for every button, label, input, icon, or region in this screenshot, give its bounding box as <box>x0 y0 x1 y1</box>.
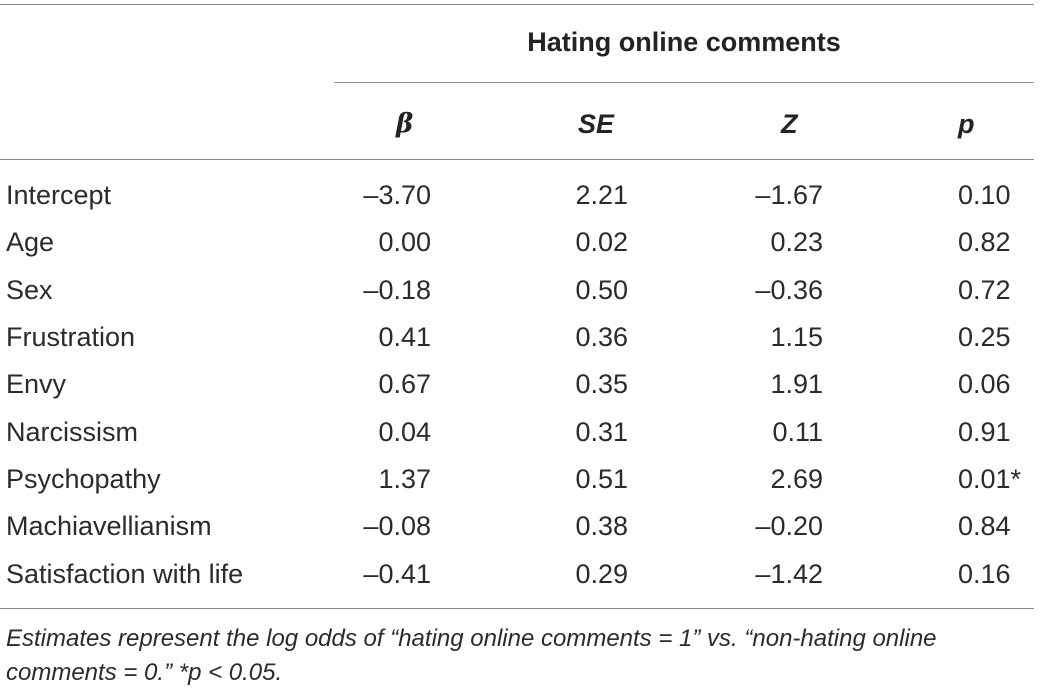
cell-p: 0.01* <box>958 464 1022 494</box>
cell-beta: 0.67 <box>378 369 431 399</box>
column-header-p: p <box>958 109 975 139</box>
row-label: Satisfaction with life <box>6 559 244 589</box>
cell-z: –0.36 <box>755 275 823 305</box>
table-row: Satisfaction with life –0.41 0.29 –1.42 … <box>0 559 1034 606</box>
table-row: Age 0.00 0.02 0.23 0.82 <box>0 227 1034 274</box>
row-label: Frustration <box>6 322 136 352</box>
table-row: Psychopathy 1.37 0.51 2.69 0.01* <box>0 464 1034 511</box>
table-footnote: Estimates represent the log odds of “hat… <box>6 625 937 686</box>
group-header: Hating online comments <box>527 27 841 57</box>
column-header-se: SE <box>578 109 615 139</box>
table-row: Intercept –3.70 2.21 –1.67 0.10 <box>0 180 1034 227</box>
table-row: Sex –0.18 0.50 –0.36 0.72 <box>0 275 1034 322</box>
row-label: Narcissism <box>6 417 138 447</box>
table-row: Narcissism 0.04 0.31 0.11 0.91 <box>0 417 1034 464</box>
row-label: Intercept <box>6 180 112 210</box>
column-header-beta: β <box>396 109 414 139</box>
cell-beta: –0.08 <box>363 511 431 541</box>
cell-se: 0.51 <box>575 464 628 494</box>
cell-se: 0.38 <box>575 511 628 541</box>
cell-p: 0.82 <box>958 227 1011 257</box>
cell-p: 0.91 <box>958 417 1011 447</box>
cell-se: 0.31 <box>575 417 628 447</box>
table-bottom-rule <box>0 608 1034 609</box>
header-rule <box>0 159 1034 160</box>
cell-beta: –0.41 <box>363 559 431 589</box>
cell-p: 0.06 <box>958 369 1011 399</box>
cell-z: 0.11 <box>772 417 823 447</box>
cell-z: 2.69 <box>770 464 823 494</box>
cell-beta: –3.70 <box>363 180 431 210</box>
cell-beta: 0.00 <box>378 227 431 257</box>
cell-se: 2.21 <box>575 180 628 210</box>
cell-z: –1.67 <box>755 180 823 210</box>
cell-se: 0.35 <box>575 369 628 399</box>
cell-p: 0.10 <box>958 180 1011 210</box>
cell-se: 0.36 <box>575 322 628 352</box>
cell-p: 0.25 <box>958 322 1011 352</box>
row-label: Age <box>6 227 55 257</box>
cell-beta: 0.41 <box>378 322 431 352</box>
cell-beta: 0.04 <box>378 417 431 447</box>
cell-z: 1.15 <box>770 322 823 352</box>
cell-z: –0.20 <box>755 511 823 541</box>
row-label: Envy <box>6 369 67 399</box>
table-row: Machiavellianism –0.08 0.38 –0.20 0.84 <box>0 511 1034 558</box>
cell-z: 0.23 <box>770 227 823 257</box>
table-row: Envy 0.67 0.35 1.91 0.06 <box>0 369 1034 416</box>
cell-se: 0.02 <box>575 227 628 257</box>
group-header-rule <box>334 82 1034 83</box>
cell-se: 0.29 <box>575 559 628 589</box>
row-label: Psychopathy <box>6 464 161 494</box>
cell-p: 0.72 <box>958 275 1011 305</box>
cell-z: 1.91 <box>770 369 823 399</box>
column-header-z: Z <box>781 109 798 139</box>
cell-beta: –0.18 <box>363 275 431 305</box>
table-top-rule <box>0 4 1034 5</box>
cell-beta: 1.37 <box>378 464 431 494</box>
cell-se: 0.50 <box>575 275 628 305</box>
cell-p: 0.84 <box>958 511 1011 541</box>
table-row: Frustration 0.41 0.36 1.15 0.25 <box>0 322 1034 369</box>
row-label: Machiavellianism <box>6 511 212 541</box>
cell-p: 0.16 <box>958 559 1011 589</box>
cell-z: –1.42 <box>755 559 823 589</box>
row-label: Sex <box>6 275 53 305</box>
